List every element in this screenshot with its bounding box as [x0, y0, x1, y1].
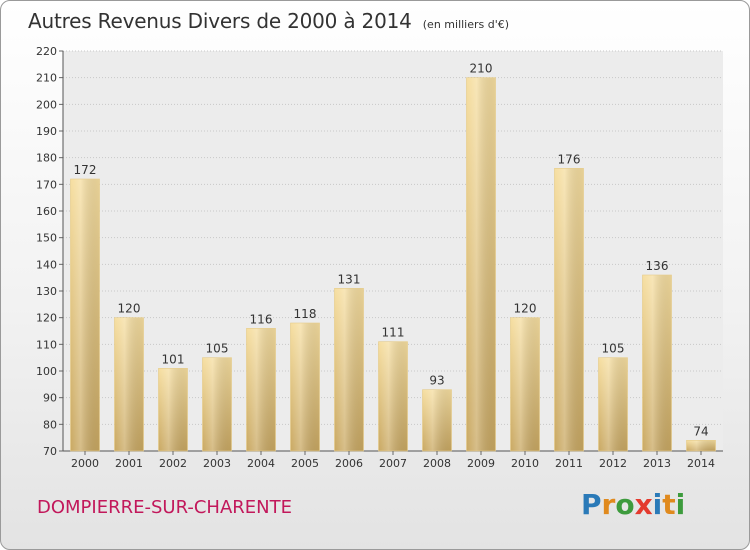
bar-shading: [642, 274, 672, 452]
bar-shading: [114, 317, 144, 452]
bar-shading: [510, 317, 540, 452]
bar-shading: [466, 77, 496, 452]
y-tick-label: 160: [36, 205, 57, 218]
y-tick-label: 150: [36, 232, 57, 245]
bar-shading: [378, 341, 408, 452]
y-tick-label: 220: [36, 45, 57, 58]
y-tick-label: 180: [36, 152, 57, 165]
bar-value-label: 136: [646, 259, 669, 273]
y-tick-label: 140: [36, 258, 57, 271]
x-tick-label: 2013: [643, 457, 671, 470]
logo-letter: o: [615, 488, 635, 521]
bar-shading: [246, 328, 276, 452]
x-tick-label: 2003: [203, 457, 231, 470]
bar-shading: [202, 357, 232, 452]
bar-value-label: 105: [602, 342, 625, 356]
x-tick-label: 2009: [467, 457, 495, 470]
logo-letter: t: [662, 488, 676, 521]
bar-value-label: 120: [118, 302, 141, 316]
y-tick-label: 70: [43, 445, 57, 458]
bar-shading: [290, 322, 320, 452]
commune-name: DOMPIERRE-SUR-CHARENTE: [37, 497, 292, 518]
bar-shading: [598, 357, 628, 452]
x-tick-label: 2000: [71, 457, 99, 470]
chart-title-block: Autres Revenus Divers de 2000 à 2014 (en…: [28, 9, 509, 33]
bar-shading: [158, 368, 188, 452]
y-tick-label: 190: [36, 125, 57, 138]
x-tick-label: 2012: [599, 457, 627, 470]
bar-value-label: 118: [294, 307, 317, 321]
y-tick-label: 100: [36, 365, 57, 378]
y-tick-label: 80: [43, 418, 57, 431]
logo-letter: i: [675, 488, 686, 521]
bar-value-label: 176: [558, 152, 581, 166]
x-tick-label: 2014: [687, 457, 715, 470]
bar-shading: [554, 168, 584, 452]
bar-shading: [70, 178, 100, 452]
x-tick-label: 2005: [291, 457, 319, 470]
logo-letter: x: [634, 488, 653, 521]
x-tick-label: 2007: [379, 457, 407, 470]
logo-letter: r: [601, 488, 616, 521]
bar-value-label: 172: [74, 163, 97, 177]
bar-value-label: 120: [514, 302, 537, 316]
bar-value-label: 210: [470, 62, 493, 76]
bar-value-label: 93: [429, 374, 444, 388]
y-tick-label: 210: [36, 72, 57, 85]
bar-shading: [686, 440, 716, 452]
x-tick-label: 2004: [247, 457, 275, 470]
x-tick-label: 2001: [115, 457, 143, 470]
bar-value-label: 101: [162, 352, 185, 366]
x-tick-label: 2010: [511, 457, 539, 470]
bar-value-label: 131: [338, 272, 361, 286]
x-tick-label: 2008: [423, 457, 451, 470]
y-tick-label: 90: [43, 392, 57, 405]
x-tick-label: 2002: [159, 457, 187, 470]
bar-value-label: 116: [250, 312, 273, 326]
proxiti-logo: Proxiti: [581, 488, 685, 521]
bar-shading: [334, 288, 364, 452]
bar-value-label: 105: [206, 342, 229, 356]
y-tick-label: 130: [36, 285, 57, 298]
y-tick-label: 110: [36, 338, 57, 351]
chart-title: Autres Revenus Divers de 2000 à 2014: [28, 9, 412, 33]
logo-letter: P: [581, 488, 602, 521]
bar-value-label: 111: [382, 326, 405, 340]
bar-value-label: 74: [693, 424, 708, 438]
chart-unit: (en milliers d'€): [422, 18, 510, 31]
y-tick-label: 120: [36, 312, 57, 325]
bar-shading: [422, 389, 452, 452]
y-tick-label: 200: [36, 98, 57, 111]
x-tick-label: 2006: [335, 457, 363, 470]
x-tick-label: 2011: [555, 457, 583, 470]
logo-letter: i: [652, 488, 663, 521]
y-tick-label: 170: [36, 178, 57, 191]
